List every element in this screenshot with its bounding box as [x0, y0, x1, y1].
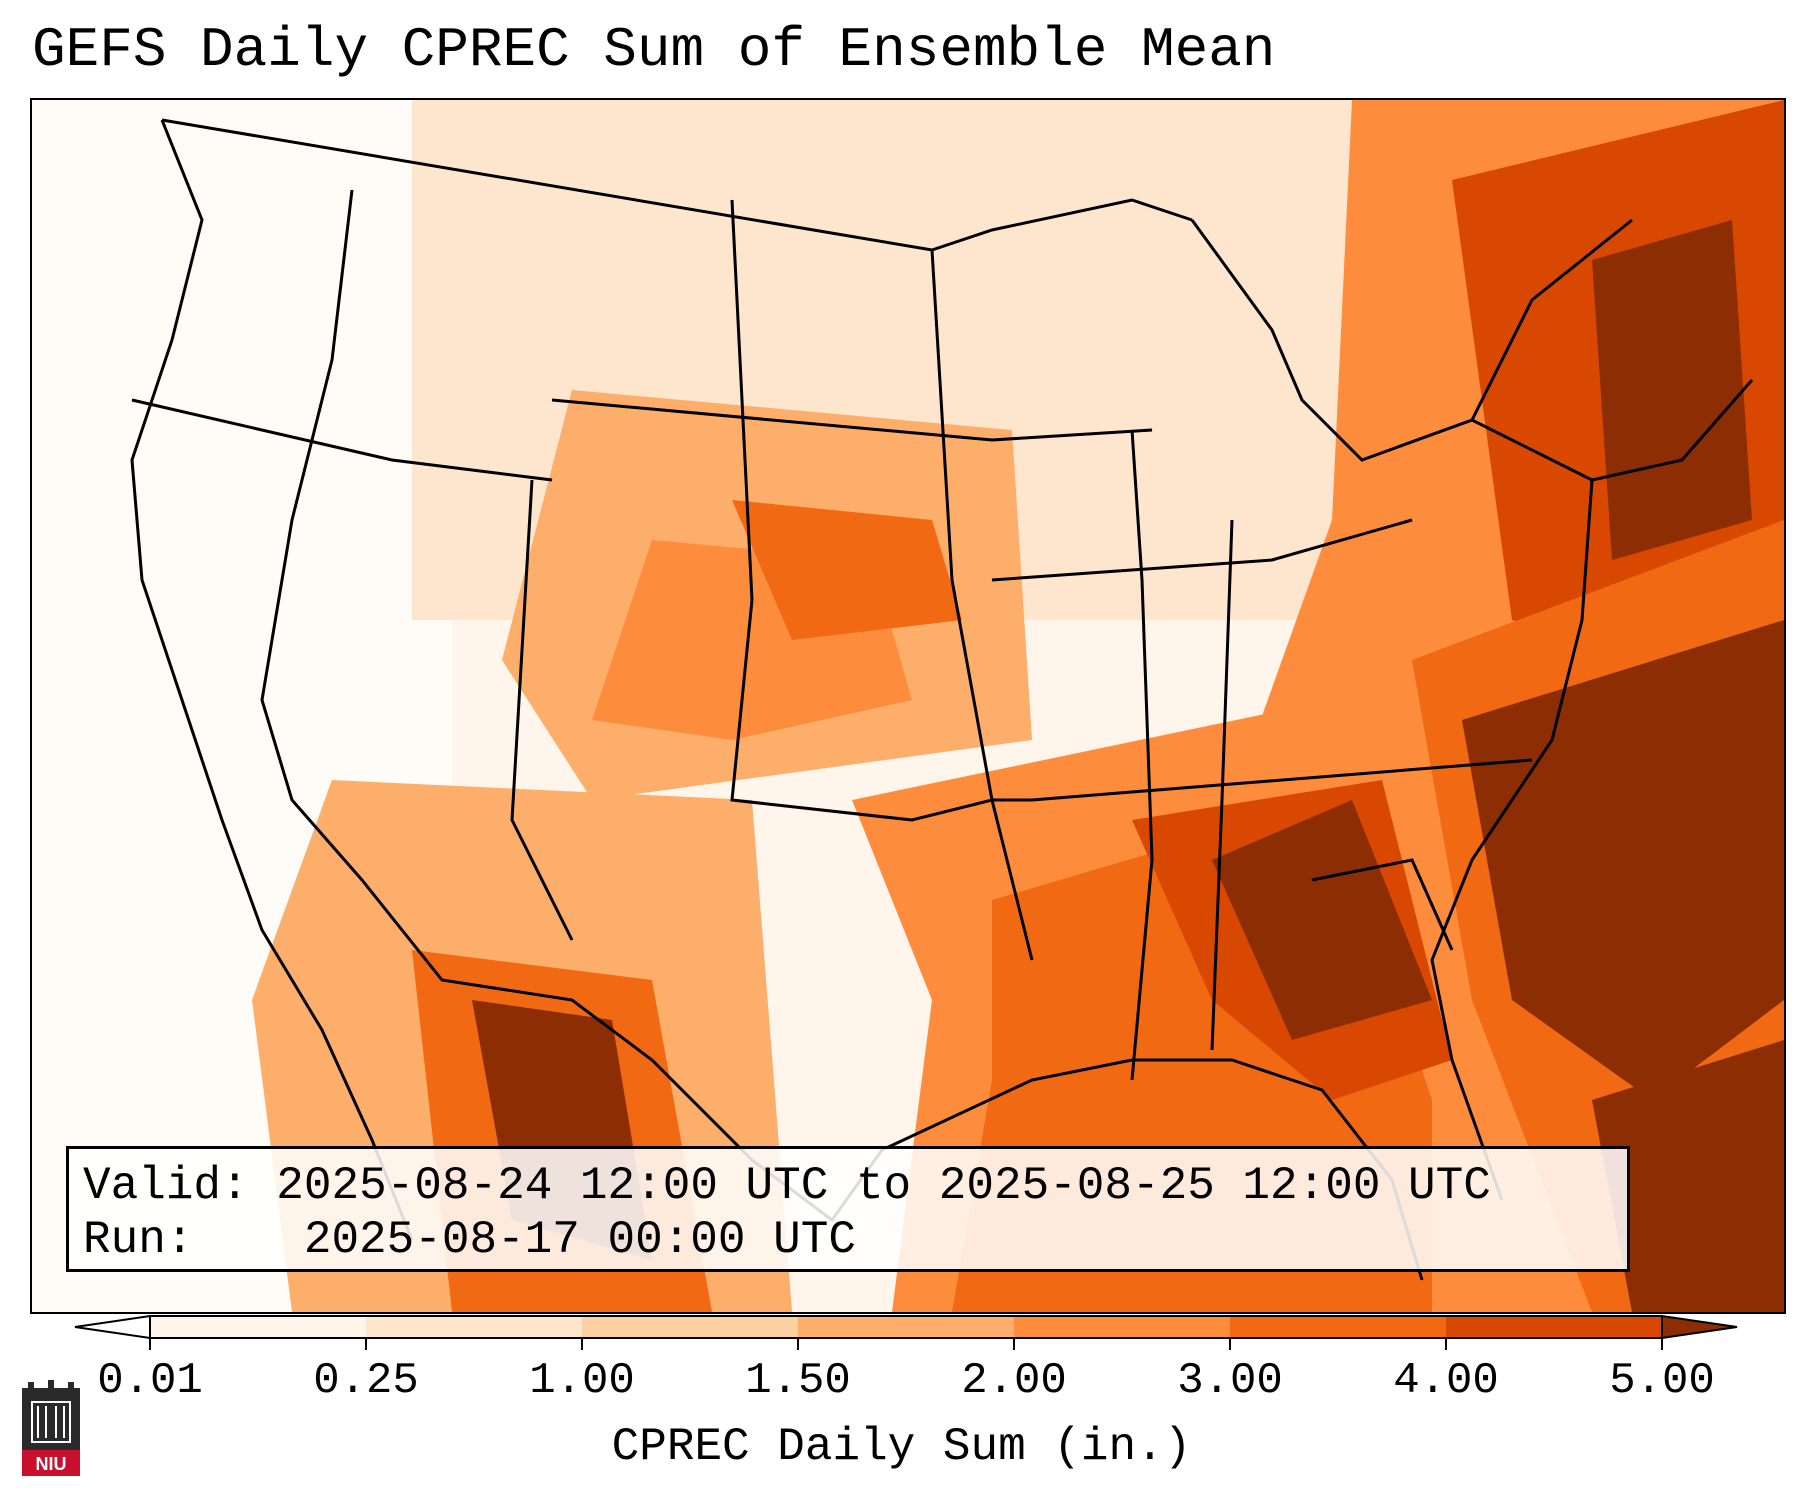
colorbar-segment	[150, 1316, 366, 1338]
colorbar-tick-label: 0.25	[313, 1356, 419, 1406]
precip-field	[32, 100, 1784, 1312]
colorbar-segment	[1446, 1316, 1662, 1338]
map-canvas	[32, 100, 1784, 1312]
colorbar-tick-label: 5.00	[1609, 1356, 1715, 1406]
colorbar-tick-label: 4.00	[1393, 1356, 1499, 1406]
valid-label: Valid:	[83, 1160, 249, 1212]
logo-text: NIU	[36, 1454, 67, 1474]
colorbar-over-extension	[1661, 1314, 1738, 1340]
colorbar-label: CPREC Daily Sum (in.)	[611, 1421, 1192, 1473]
colorbar-outline	[149, 1315, 1663, 1339]
colorbar-segment	[582, 1316, 798, 1338]
colorbar-segment	[1230, 1316, 1446, 1338]
map-title: GEFS Daily CPREC Sum of Ensemble Mean	[32, 18, 1276, 82]
colorbar-tick-label: 1.00	[529, 1356, 635, 1406]
niu-logo: NIU	[22, 1380, 80, 1476]
colorbar-segments	[74, 1314, 1738, 1340]
colorbar-segment	[798, 1316, 1014, 1338]
run-label: Run:	[83, 1214, 194, 1266]
colorbar-segment	[1014, 1316, 1230, 1338]
map-borders	[130, 118, 1754, 1281]
precip-map[interactable]	[30, 98, 1786, 1314]
colorbar-ticks	[149, 1338, 1663, 1350]
colorbar-tick-label: 0.01	[97, 1356, 203, 1406]
colorbar-under-extension	[74, 1314, 151, 1340]
colorbar-tick-label: 2.00	[961, 1356, 1067, 1406]
colorbar-segment	[366, 1316, 582, 1338]
colorbar-tick-label: 3.00	[1177, 1356, 1283, 1406]
colorbar-tick-label: 1.50	[745, 1356, 851, 1406]
colorbar	[74, 1314, 1738, 1350]
valid-value: 2025-08-24 12:00 UTC to 2025-08-25 12:00…	[276, 1160, 1491, 1212]
valid-time-box: Valid: 2025-08-24 12:00 UTC to 2025-08-2…	[66, 1146, 1630, 1272]
run-value: 2025-08-17 00:00 UTC	[303, 1214, 856, 1266]
